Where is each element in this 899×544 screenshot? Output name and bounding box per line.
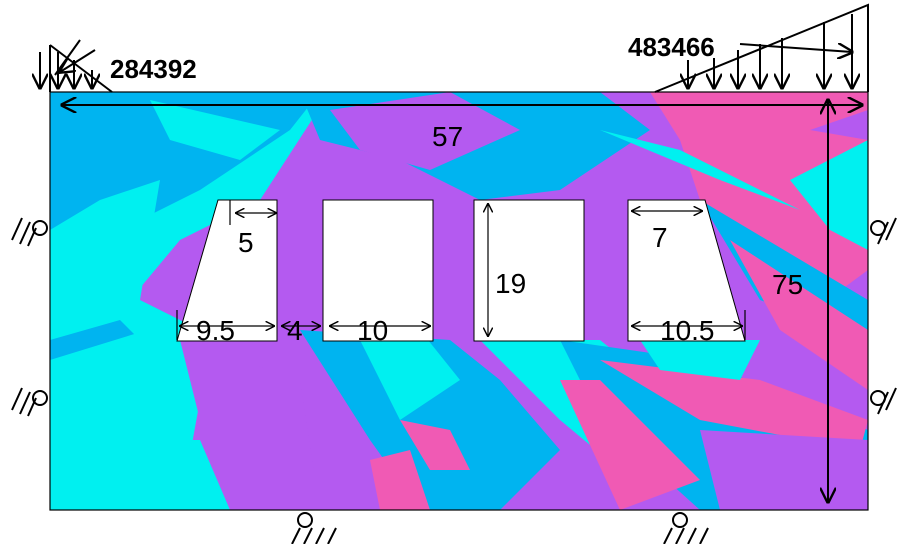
support-right-bottom [870,387,897,415]
load-left-value: 284392 [110,54,197,84]
hole-rect-2 [322,199,434,342]
dim-hole-bottom-left: 9.5 [196,315,235,346]
dimension-lines [62,100,862,502]
support-left-top [11,217,48,247]
dim-hole-width-2: 10 [357,315,388,346]
hole-trapezoid-right [627,199,746,342]
load-right-value: 483466 [628,32,715,62]
dim-total-width: 57 [432,121,463,152]
support-right-top [870,217,897,245]
dim-hole-bottom-right: 10.5 [660,315,715,346]
load-left: 284392 [40,39,197,93]
holes [176,199,746,342]
support-bottom-left [291,512,337,544]
dim-hole-top-right: 7 [652,222,668,253]
support-left-bottom [11,387,48,417]
dim-hole-top-left: 5 [238,227,254,258]
load-right: 483466 [628,3,869,93]
dim-hole-height: 19 [495,268,526,299]
dim-total-height: 75 [772,269,803,300]
hole-trapezoid-left [176,199,278,342]
plate [50,92,868,510]
plate-outline [49,91,869,511]
support-bottom-right [663,512,709,544]
dim-gap: 4 [287,315,303,346]
hole-rect-3 [473,199,585,342]
